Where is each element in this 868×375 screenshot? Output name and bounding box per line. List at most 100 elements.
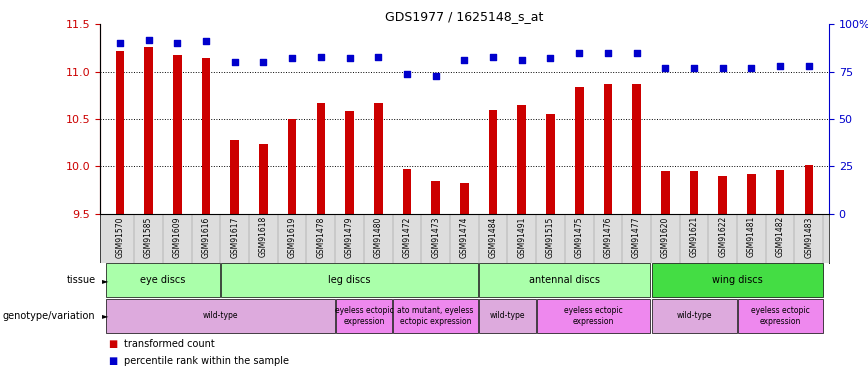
Point xyxy=(687,65,701,71)
Text: GSM91619: GSM91619 xyxy=(287,216,297,258)
Point xyxy=(515,57,529,63)
Text: GSM91570: GSM91570 xyxy=(115,216,124,258)
Bar xyxy=(805,165,813,214)
Text: GSM91620: GSM91620 xyxy=(661,216,670,258)
Bar xyxy=(403,169,411,214)
Bar xyxy=(489,110,497,214)
Bar xyxy=(431,181,440,214)
Point xyxy=(400,70,414,76)
Text: wild-type: wild-type xyxy=(676,311,712,320)
Bar xyxy=(221,263,478,297)
Point xyxy=(372,54,385,60)
Text: GSM91484: GSM91484 xyxy=(489,216,497,258)
Bar xyxy=(575,87,583,214)
Point xyxy=(658,65,672,71)
Text: GSM91622: GSM91622 xyxy=(718,216,727,257)
Point xyxy=(257,59,271,65)
Point xyxy=(113,40,127,46)
Point xyxy=(773,63,787,69)
Bar xyxy=(517,105,526,214)
Bar xyxy=(115,51,124,214)
Text: GSM91482: GSM91482 xyxy=(776,216,785,257)
Bar xyxy=(479,299,536,333)
Text: eyeless ectopic
expression: eyeless ectopic expression xyxy=(751,306,810,326)
Text: GSM91585: GSM91585 xyxy=(144,216,153,258)
Point xyxy=(543,56,557,62)
Point xyxy=(601,50,615,56)
Bar xyxy=(345,111,354,214)
Text: GSM91618: GSM91618 xyxy=(259,216,268,257)
Bar xyxy=(460,183,469,214)
Text: GSM91621: GSM91621 xyxy=(689,216,699,257)
Bar xyxy=(317,103,326,214)
Text: antennal discs: antennal discs xyxy=(529,275,601,285)
Point xyxy=(457,57,471,63)
Point xyxy=(745,65,759,71)
Bar xyxy=(690,171,699,214)
Text: ■: ■ xyxy=(108,356,118,366)
Point xyxy=(572,50,586,56)
Point xyxy=(141,36,155,42)
Bar xyxy=(719,176,727,214)
Text: GSM91609: GSM91609 xyxy=(173,216,181,258)
Text: GSM91478: GSM91478 xyxy=(316,216,326,258)
Bar xyxy=(536,299,650,333)
Point xyxy=(314,54,328,60)
Text: ■: ■ xyxy=(108,339,118,349)
Point xyxy=(199,38,213,44)
Bar xyxy=(230,140,239,214)
Text: ►: ► xyxy=(102,311,108,320)
Text: genotype/variation: genotype/variation xyxy=(3,311,95,321)
Text: tissue: tissue xyxy=(66,275,95,285)
Bar xyxy=(106,299,335,333)
Point xyxy=(486,54,500,60)
Bar xyxy=(546,114,555,214)
Text: GSM91515: GSM91515 xyxy=(546,216,555,258)
Bar xyxy=(632,84,641,214)
Text: GSM91476: GSM91476 xyxy=(603,216,613,258)
Bar xyxy=(652,299,737,333)
Bar xyxy=(661,171,669,214)
Text: eye discs: eye discs xyxy=(141,275,186,285)
Bar xyxy=(652,263,823,297)
Point xyxy=(343,56,357,62)
Text: GSM91477: GSM91477 xyxy=(632,216,641,258)
Text: GSM91483: GSM91483 xyxy=(805,216,813,258)
Text: GSM91491: GSM91491 xyxy=(517,216,526,258)
Text: wing discs: wing discs xyxy=(712,275,762,285)
Bar xyxy=(603,84,612,214)
Bar xyxy=(106,263,220,297)
Text: GSM91479: GSM91479 xyxy=(345,216,354,258)
Bar xyxy=(776,170,785,214)
Text: GSM91475: GSM91475 xyxy=(575,216,583,258)
Text: GSM91474: GSM91474 xyxy=(460,216,469,258)
Text: GSM91616: GSM91616 xyxy=(201,216,211,258)
Bar xyxy=(173,55,181,214)
Text: percentile rank within the sample: percentile rank within the sample xyxy=(124,356,289,366)
Bar xyxy=(479,263,650,297)
Text: ato mutant, eyeless
ectopic expression: ato mutant, eyeless ectopic expression xyxy=(398,306,474,326)
Point xyxy=(802,63,816,69)
Text: GSM91617: GSM91617 xyxy=(230,216,240,258)
Point xyxy=(286,56,299,62)
Bar xyxy=(393,299,478,333)
Bar xyxy=(747,174,756,214)
Bar xyxy=(260,144,267,214)
Text: transformed count: transformed count xyxy=(124,339,215,349)
Text: wild-type: wild-type xyxy=(490,311,525,320)
Point xyxy=(227,59,241,65)
Point xyxy=(716,65,730,71)
Text: leg discs: leg discs xyxy=(328,275,371,285)
Bar xyxy=(336,299,392,333)
Point xyxy=(429,72,443,78)
Title: GDS1977 / 1625148_s_at: GDS1977 / 1625148_s_at xyxy=(385,10,543,23)
Text: eyeless ectopic
expression: eyeless ectopic expression xyxy=(334,306,393,326)
Text: GSM91480: GSM91480 xyxy=(374,216,383,258)
Point xyxy=(629,50,643,56)
Point xyxy=(170,40,184,46)
Text: ►: ► xyxy=(102,276,108,285)
Bar xyxy=(144,47,153,214)
Bar xyxy=(374,103,383,214)
Text: GSM91481: GSM91481 xyxy=(747,216,756,257)
Bar xyxy=(201,57,210,214)
